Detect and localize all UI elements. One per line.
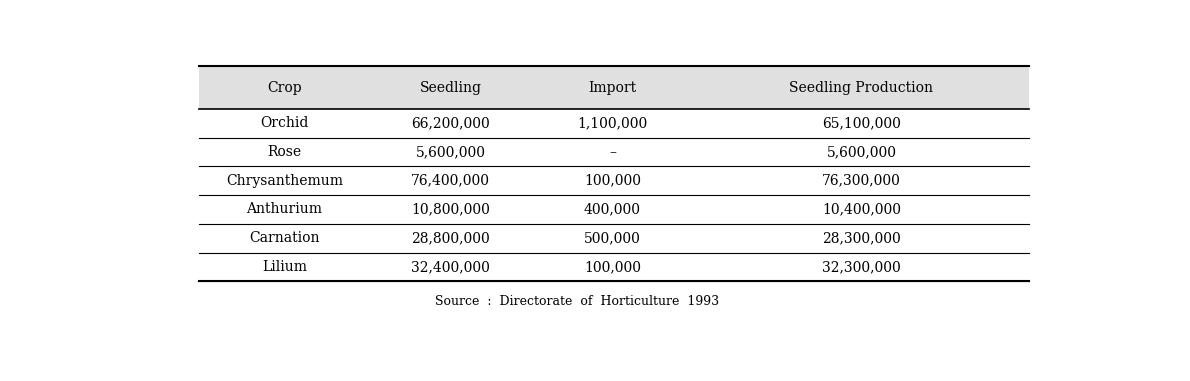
Text: 5,600,000: 5,600,000 — [826, 145, 896, 159]
Text: 10,400,000: 10,400,000 — [822, 202, 901, 216]
Text: Import: Import — [588, 80, 637, 94]
Text: –: – — [609, 145, 616, 159]
Text: 76,300,000: 76,300,000 — [822, 174, 901, 188]
Text: Rose: Rose — [268, 145, 301, 159]
Text: 28,300,000: 28,300,000 — [822, 231, 901, 245]
Text: 76,400,000: 76,400,000 — [411, 174, 490, 188]
Text: Lilium: Lilium — [262, 260, 307, 274]
Text: Anthurium: Anthurium — [246, 202, 322, 216]
Text: 100,000: 100,000 — [584, 260, 641, 274]
Text: 5,600,000: 5,600,000 — [415, 145, 486, 159]
Text: Source  :  Directorate  of  Horticulture  1993: Source : Directorate of Horticulture 199… — [434, 295, 719, 308]
Text: 100,000: 100,000 — [584, 174, 641, 188]
Text: 28,800,000: 28,800,000 — [412, 231, 490, 245]
Text: Seedling Production: Seedling Production — [789, 80, 933, 94]
Text: 32,300,000: 32,300,000 — [822, 260, 901, 274]
Text: Crop: Crop — [268, 80, 302, 94]
Text: 10,800,000: 10,800,000 — [411, 202, 490, 216]
Bar — [200, 66, 1029, 109]
Text: 65,100,000: 65,100,000 — [822, 116, 901, 130]
Text: Carnation: Carnation — [249, 231, 320, 245]
Text: 400,000: 400,000 — [584, 202, 641, 216]
Text: Orchid: Orchid — [261, 116, 308, 130]
Text: Chrysanthemum: Chrysanthemum — [226, 174, 343, 188]
Text: 500,000: 500,000 — [584, 231, 641, 245]
Text: 32,400,000: 32,400,000 — [411, 260, 490, 274]
Text: 1,100,000: 1,100,000 — [577, 116, 647, 130]
Text: Seedling: Seedling — [420, 80, 482, 94]
Text: 66,200,000: 66,200,000 — [412, 116, 490, 130]
